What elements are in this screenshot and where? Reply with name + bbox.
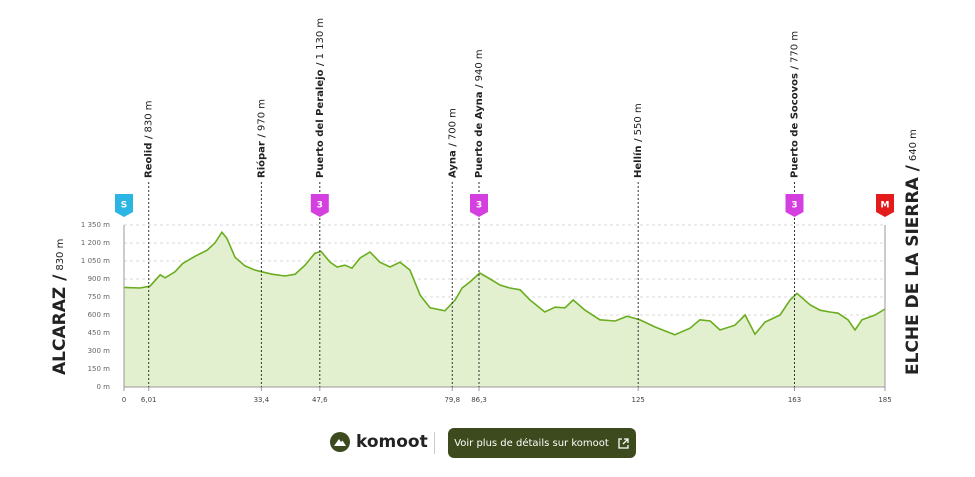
- elevation-line: [123, 230, 886, 336]
- x-tick-label: 163: [788, 396, 801, 404]
- external-icon: [618, 437, 629, 449]
- separator: [434, 432, 435, 454]
- brand-logo: [330, 432, 350, 452]
- badge-label: 3: [476, 201, 482, 211]
- y-tick-label: 750 m: [88, 293, 111, 301]
- waypoint-elevation: 770 m: [790, 31, 801, 63]
- badge-label: 3: [317, 201, 323, 211]
- badge: [469, 194, 488, 217]
- waypoint-name: Hellín /: [632, 138, 644, 178]
- x-tick-label: 79,8: [444, 396, 460, 404]
- badge: [785, 194, 804, 217]
- waypoint-name: Ayna /: [447, 143, 458, 178]
- waypoint-name: Puerto del Peralejo /: [315, 62, 326, 178]
- waypoint-label: Hellín / 550 m: [632, 103, 644, 178]
- brand-name: komoot: [356, 432, 428, 452]
- y-tick-label: 0 m: [97, 383, 111, 391]
- end-label: ELCHE DE LA SIERRA / 640 m: [903, 129, 923, 375]
- x-tick-label: 47,6: [312, 396, 328, 404]
- x-tick-label: 86,3: [471, 396, 487, 404]
- waypoint-name: Riópar /: [255, 134, 267, 178]
- y-tick-label: 900 m: [88, 275, 111, 283]
- x-tick-label: 6,01: [141, 396, 157, 404]
- details-button[interactable]: Voir plus de détails sur komoot: [448, 428, 636, 458]
- waypoint-elevation: 830 m: [144, 100, 155, 132]
- waypoint-elevation: 1 130 m: [315, 18, 326, 60]
- chart: 0 m 150 m 300 m 450 m 600 m 750 m 900 m 1 050 m…: [50, 18, 923, 404]
- y-tick-label: 1 350 m: [81, 221, 110, 229]
- y-tick-label: 300 m: [88, 347, 111, 355]
- x-tick-label: 0: [122, 396, 126, 404]
- badge-label: M: [881, 201, 890, 211]
- end-name: ELCHE DE LA SIERRA /: [903, 164, 923, 375]
- waypoint-label: Puerto de Ayna / 940 m: [474, 49, 485, 178]
- badge: [310, 194, 329, 217]
- x-tick-label: 185: [878, 396, 891, 404]
- waypoint-label: Puerto del Peralejo / 1 130 m: [315, 18, 326, 178]
- badge-label: S: [121, 201, 127, 211]
- y-tick-label: 450 m: [88, 329, 111, 337]
- y-tick-label: 1 200 m: [81, 239, 110, 247]
- y-tick-label: 1 050 m: [81, 257, 110, 265]
- end-elevation: 640 m: [908, 129, 919, 161]
- waypoint-elevation: 940 m: [474, 49, 485, 81]
- badge: [115, 194, 133, 217]
- waypoint-label: Puerto de Socovos / 770 m: [790, 31, 801, 178]
- waypoint-name: Puerto de Socovos /: [790, 66, 801, 178]
- waypoint-label: Ayna / 700 m: [447, 108, 458, 178]
- y-tick-label: 150 m: [88, 365, 111, 373]
- start-name: ALCARAZ /: [50, 274, 70, 375]
- y-tick-label: 600 m: [88, 311, 111, 319]
- x-tick-label: 125: [632, 396, 645, 404]
- waypoint-name: Puerto de Ayna /: [474, 84, 485, 178]
- x-tick-label: 33,4: [254, 396, 270, 404]
- waypoint-name: Reolid /: [144, 135, 155, 178]
- waypoint-elevation: 700 m: [447, 108, 458, 140]
- waypoint-label: Reolid / 830 m: [144, 100, 155, 178]
- start-elevation: 830 m: [55, 239, 66, 271]
- badge: [876, 194, 894, 217]
- start-label: ALCARAZ / 830 m: [50, 239, 70, 375]
- waypoint-elevation: 970 m: [256, 99, 267, 131]
- button-label: Voir plus de détails sur komoot: [454, 437, 609, 449]
- waypoint-elevation: 550 m: [633, 103, 644, 135]
- brand: komoot: [330, 432, 428, 452]
- waypoint-label: Riópar / 970 m: [255, 99, 267, 178]
- elevation-area: [124, 232, 885, 387]
- badge-label: 3: [791, 201, 797, 211]
